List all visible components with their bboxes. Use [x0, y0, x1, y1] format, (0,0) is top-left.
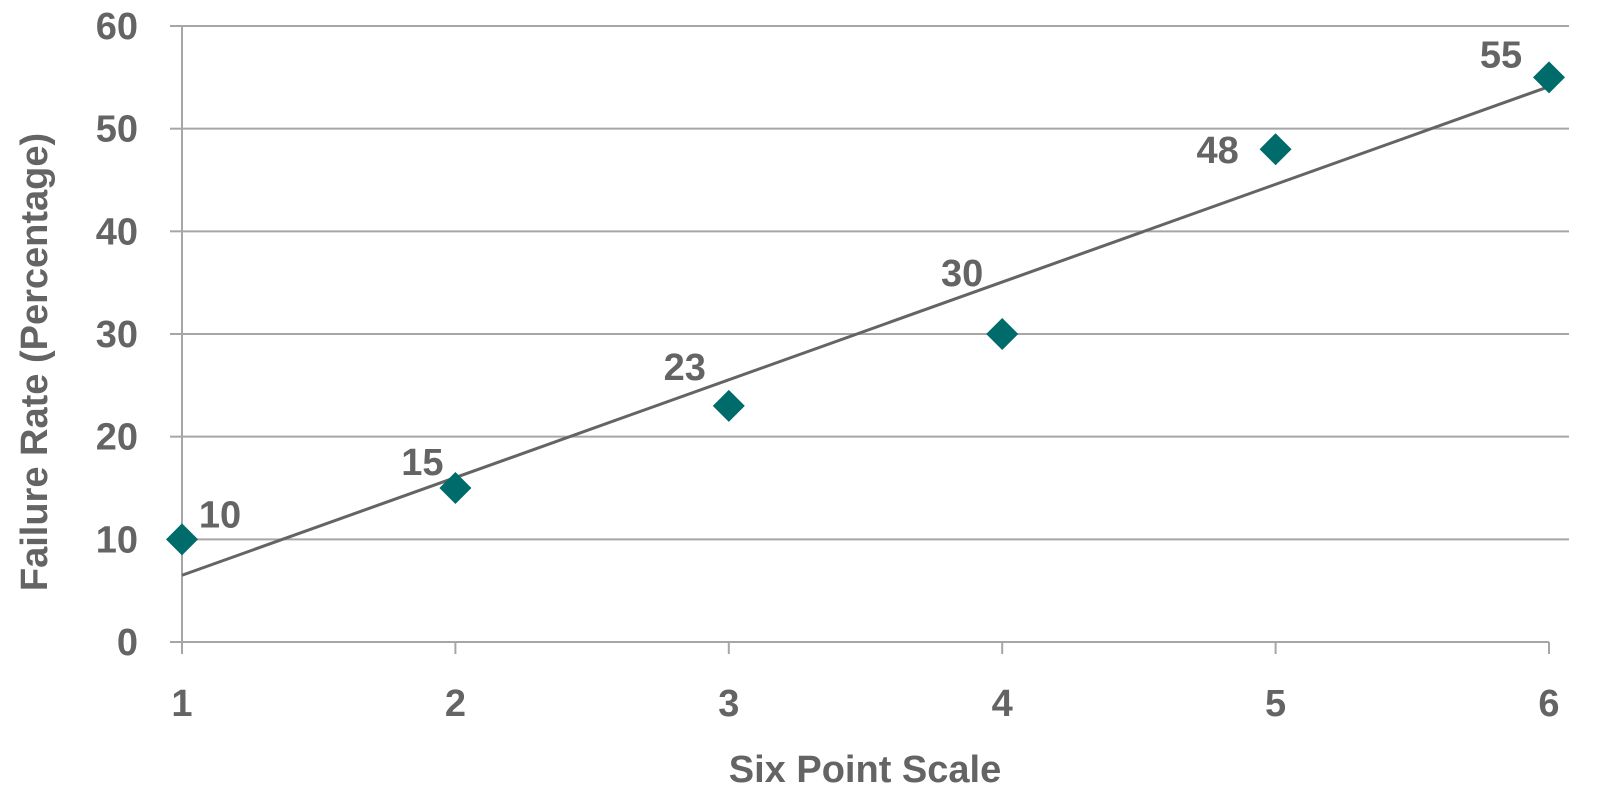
x-axis-title: Six Point Scale	[729, 749, 1001, 791]
data-label: 55	[1480, 34, 1522, 76]
y-tick-label: 40	[96, 211, 138, 253]
gridlines	[182, 25, 1569, 541]
data-point	[712, 389, 745, 422]
x-tick-label: 6	[1538, 683, 1559, 725]
y-tick-label: 0	[117, 622, 138, 664]
x-tick-label: 5	[1265, 683, 1286, 725]
trendline	[181, 85, 1550, 577]
data-point	[1533, 61, 1565, 94]
data-label: 15	[401, 442, 443, 484]
data-point	[986, 318, 1019, 350]
data-label: 48	[1196, 130, 1238, 172]
axes	[170, 25, 1550, 654]
data-points	[166, 61, 1565, 556]
y-axis-title: Failure Rate (Percentage)	[14, 133, 56, 591]
y-tick-label: 10	[96, 519, 138, 561]
y-tick-label: 50	[96, 109, 138, 151]
x-tick-label: 4	[992, 683, 1013, 725]
trendline-layer	[181, 85, 1550, 577]
y-tick-label: 30	[96, 314, 138, 356]
x-tick-label: 1	[171, 683, 192, 725]
x-tick-label: 2	[445, 683, 466, 725]
data-label: 30	[941, 253, 983, 295]
y-tick-label: 20	[96, 417, 138, 459]
data-label: 23	[664, 347, 706, 389]
y-tick-label: 60	[96, 6, 138, 48]
data-labels: 10 15 23 30 48 55	[199, 34, 1522, 536]
data-point	[166, 523, 198, 556]
data-point	[1259, 133, 1292, 166]
data-label: 10	[199, 494, 241, 536]
x-tick-label: 3	[718, 683, 739, 725]
data-point	[439, 472, 472, 504]
